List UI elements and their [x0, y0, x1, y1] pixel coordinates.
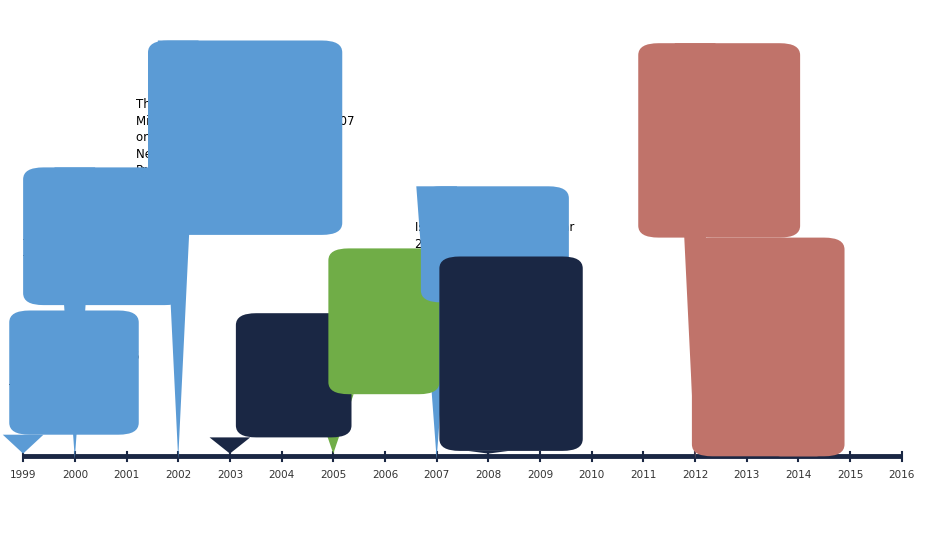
Text: 1999: 1999	[10, 470, 36, 480]
Text: 2000: 2000	[62, 470, 88, 480]
FancyBboxPatch shape	[692, 238, 845, 456]
Text: 2001: 2001	[114, 470, 140, 480]
Polygon shape	[210, 437, 251, 454]
Polygon shape	[674, 43, 715, 459]
Text: Issued Government Degree
Number 52 Year 2000  on
The Implementations  of
Telecom: Issued Government Degree Number 52 Year …	[23, 205, 185, 267]
Polygon shape	[158, 40, 199, 459]
Text: Issued Act Number 11 Year
2008 on Information and
Electronic Transactions: Issued Act Number 11 Year 2008 on Inform…	[415, 221, 574, 267]
FancyBboxPatch shape	[236, 313, 352, 437]
Polygon shape	[416, 186, 457, 459]
Text: 2014: 2014	[785, 470, 811, 480]
Polygon shape	[778, 454, 819, 456]
Text: 2002: 2002	[165, 470, 191, 480]
Text: 2013: 2013	[734, 470, 760, 480]
Text: 2003: 2003	[216, 470, 243, 480]
Text: Released
Government Act No.
19 Year 2016 as
amendment Act
Number 11 Years
2008 o: Released Government Act No. 19 Year 2016…	[709, 283, 828, 411]
Text: Indonesian
Government set
up new MCIT: Indonesian Government set up new MCIT	[238, 352, 350, 399]
Polygon shape	[468, 451, 509, 454]
FancyBboxPatch shape	[439, 256, 583, 451]
Polygon shape	[313, 394, 353, 454]
Text: 2015: 2015	[837, 470, 863, 480]
FancyBboxPatch shape	[23, 167, 185, 305]
Text: 2008: 2008	[475, 470, 501, 480]
Text: Liqudation of DG Postel
and Directorate of
Broadcasting (DG SKDI)
and two new DG: Liqudation of DG Postel and Directorate …	[432, 306, 590, 401]
Text: 2004: 2004	[268, 470, 295, 480]
Text: 2010: 2010	[579, 470, 605, 480]
Text: 2007: 2007	[424, 470, 450, 480]
Text: 2006: 2006	[372, 470, 398, 480]
Text: Released Government
Decree No. 82 Year 2012
on Implementation  of
Electronic Tra: Released Government Decree No. 82 Year 2…	[646, 101, 793, 180]
Text: The forming of Id-SIRTII based on
Ministry Regulation No. 26 Year 2007
on Securi: The forming of Id-SIRTII based on Minist…	[136, 98, 354, 177]
Text: 2009: 2009	[527, 470, 553, 480]
Text: Issued Act
Number 36 Year
2002 on
Broadcasting: Issued Act Number 36 Year 2002 on Broadc…	[334, 290, 434, 353]
FancyBboxPatch shape	[638, 43, 800, 238]
Text: 2005: 2005	[320, 470, 346, 480]
Text: 2016: 2016	[889, 470, 915, 480]
Text: 2012: 2012	[682, 470, 709, 480]
FancyBboxPatch shape	[328, 248, 439, 394]
FancyBboxPatch shape	[9, 310, 139, 435]
Text: 2011: 2011	[630, 470, 657, 480]
FancyBboxPatch shape	[148, 40, 342, 235]
Polygon shape	[3, 435, 43, 454]
Text: Issued Act Number 36
Years 1999 on
Telecommunications: Issued Act Number 36 Years 1999 on Telec…	[9, 349, 139, 396]
FancyBboxPatch shape	[421, 186, 569, 302]
Polygon shape	[55, 167, 95, 459]
